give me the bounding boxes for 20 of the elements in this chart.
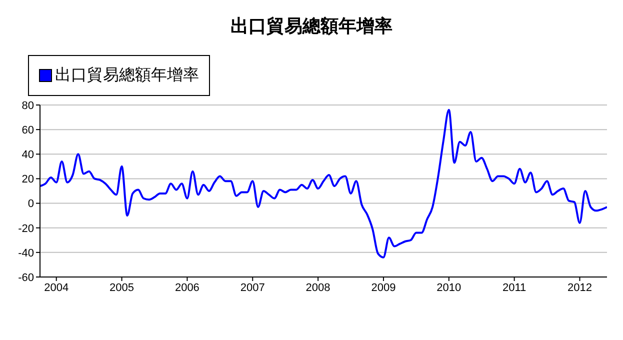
x-tick-label: 2009 (371, 282, 396, 294)
x-tick-label: 2007 (240, 282, 265, 294)
x-tick-label: 2010 (436, 282, 462, 294)
y-tick-label: 40 (22, 149, 34, 162)
legend-label: 出口貿易總額年增率 (55, 66, 199, 86)
line-series (40, 108, 607, 258)
x-tick-label: 2011 (502, 282, 526, 294)
chart-title: 出口貿易總額年增率 (230, 15, 394, 38)
x-tick-label: 2012 (568, 282, 592, 294)
x-tick-label: 2005 (110, 282, 134, 294)
y-tick-label: -40 (18, 247, 34, 260)
y-tick-label: 0 (28, 198, 34, 210)
y-tick-label: -20 (18, 222, 34, 235)
y-tick-label: 20 (22, 174, 34, 186)
y-tick-label: 60 (22, 124, 34, 136)
y-tick-label: -60 (18, 272, 34, 284)
x-tick-label: 2006 (174, 282, 200, 294)
x-tick-label: 2004 (44, 282, 69, 294)
y-tick-label: 80 (22, 100, 34, 112)
x-tick-label: 2008 (306, 282, 330, 294)
